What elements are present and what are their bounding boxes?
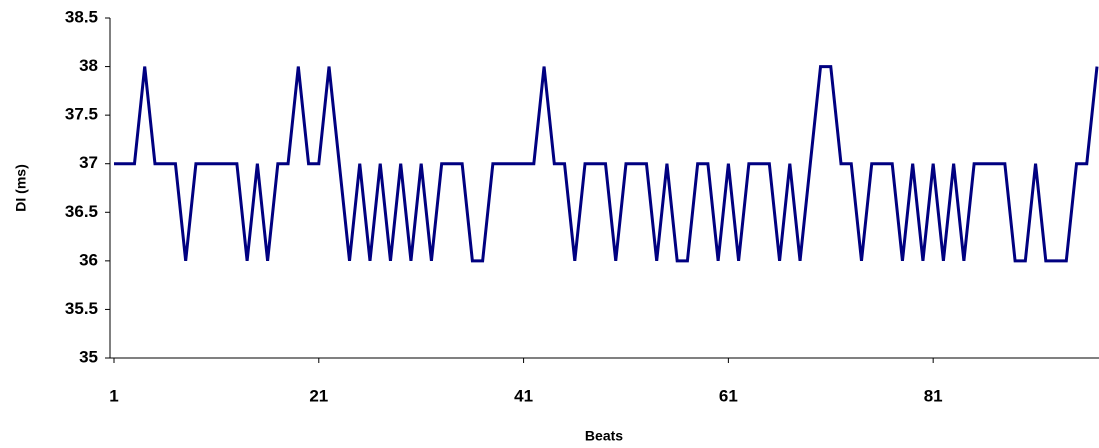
x-axis-label: Beats bbox=[585, 428, 623, 444]
y-tick-label: 35 bbox=[79, 347, 98, 366]
x-tick-label: 21 bbox=[309, 386, 328, 405]
y-axis-label: DI (ms) bbox=[13, 164, 29, 211]
y-tick-label: 38.5 bbox=[65, 7, 98, 26]
y-tick-label: 35.5 bbox=[65, 299, 98, 318]
y-tick-label: 37.5 bbox=[65, 105, 98, 124]
x-tick-label: 1 bbox=[109, 386, 118, 405]
y-tick-label: 38 bbox=[79, 56, 98, 75]
data-line bbox=[114, 65, 1099, 263]
x-tick-label: 41 bbox=[514, 386, 533, 405]
y-tick-label: 36 bbox=[79, 250, 98, 269]
x-tick-label: 61 bbox=[719, 386, 738, 405]
x-tick-label: 81 bbox=[924, 386, 943, 405]
y-tick-label: 37 bbox=[79, 153, 98, 172]
y-tick-label: 36.5 bbox=[65, 202, 98, 221]
